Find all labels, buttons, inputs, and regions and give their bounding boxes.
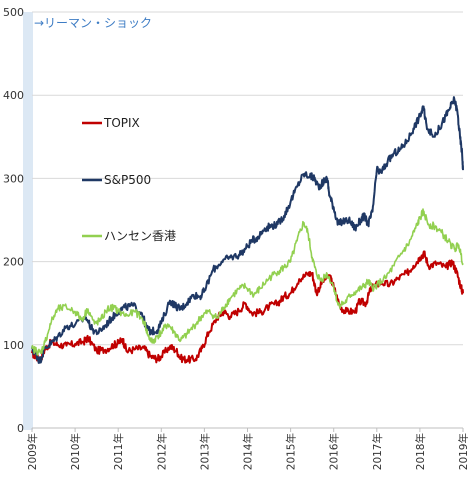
x-tick-label: 2013年: [198, 433, 211, 470]
x-tick-label: 2018年: [414, 433, 427, 470]
y-tick-label: 400: [3, 89, 24, 102]
x-tick-label: 2017年: [371, 433, 384, 470]
series-lines: [31, 96, 464, 364]
y-tick-label: 200: [3, 256, 24, 269]
x-tick-label: 2016年: [328, 433, 341, 470]
annotation-layer: →リーマン・ショック: [23, 12, 152, 430]
y-tick-label: 300: [3, 172, 24, 185]
x-tick-label: 2009年: [26, 433, 39, 470]
legend-label: TOPIX: [103, 116, 140, 130]
x-tick-label: 2014年: [242, 433, 255, 470]
series-line: [31, 96, 464, 364]
x-tick-label: 2012年: [155, 433, 168, 470]
lehman-shock-label: →リーマン・ショック: [34, 16, 152, 30]
legend: TOPIX S&P500 ハンセン香港: [82, 116, 176, 243]
legend-label: ハンセン香港: [104, 229, 176, 243]
x-axis: 2009年 2010年 2011年 2012年 2013年 2014年 2015年 2016年…: [26, 427, 468, 470]
series-line: [31, 250, 464, 364]
x-tick-label: 2010年: [69, 433, 82, 470]
gridlines: [32, 11, 463, 429]
y-tick-label: 100: [3, 339, 24, 352]
x-tick-label: 2015年: [285, 433, 298, 470]
x-tick-label: 2019年: [457, 433, 468, 470]
y-tick-label: 500: [3, 6, 24, 19]
lehman-shock-band: [23, 12, 33, 430]
legend-label: S&P500: [104, 173, 151, 187]
x-tick-label: 2011年: [112, 433, 125, 470]
series-line: [31, 208, 464, 356]
y-tick-label: 0: [17, 422, 24, 435]
y-axis-ticks: 0 100 200 300 400 500: [3, 6, 24, 435]
